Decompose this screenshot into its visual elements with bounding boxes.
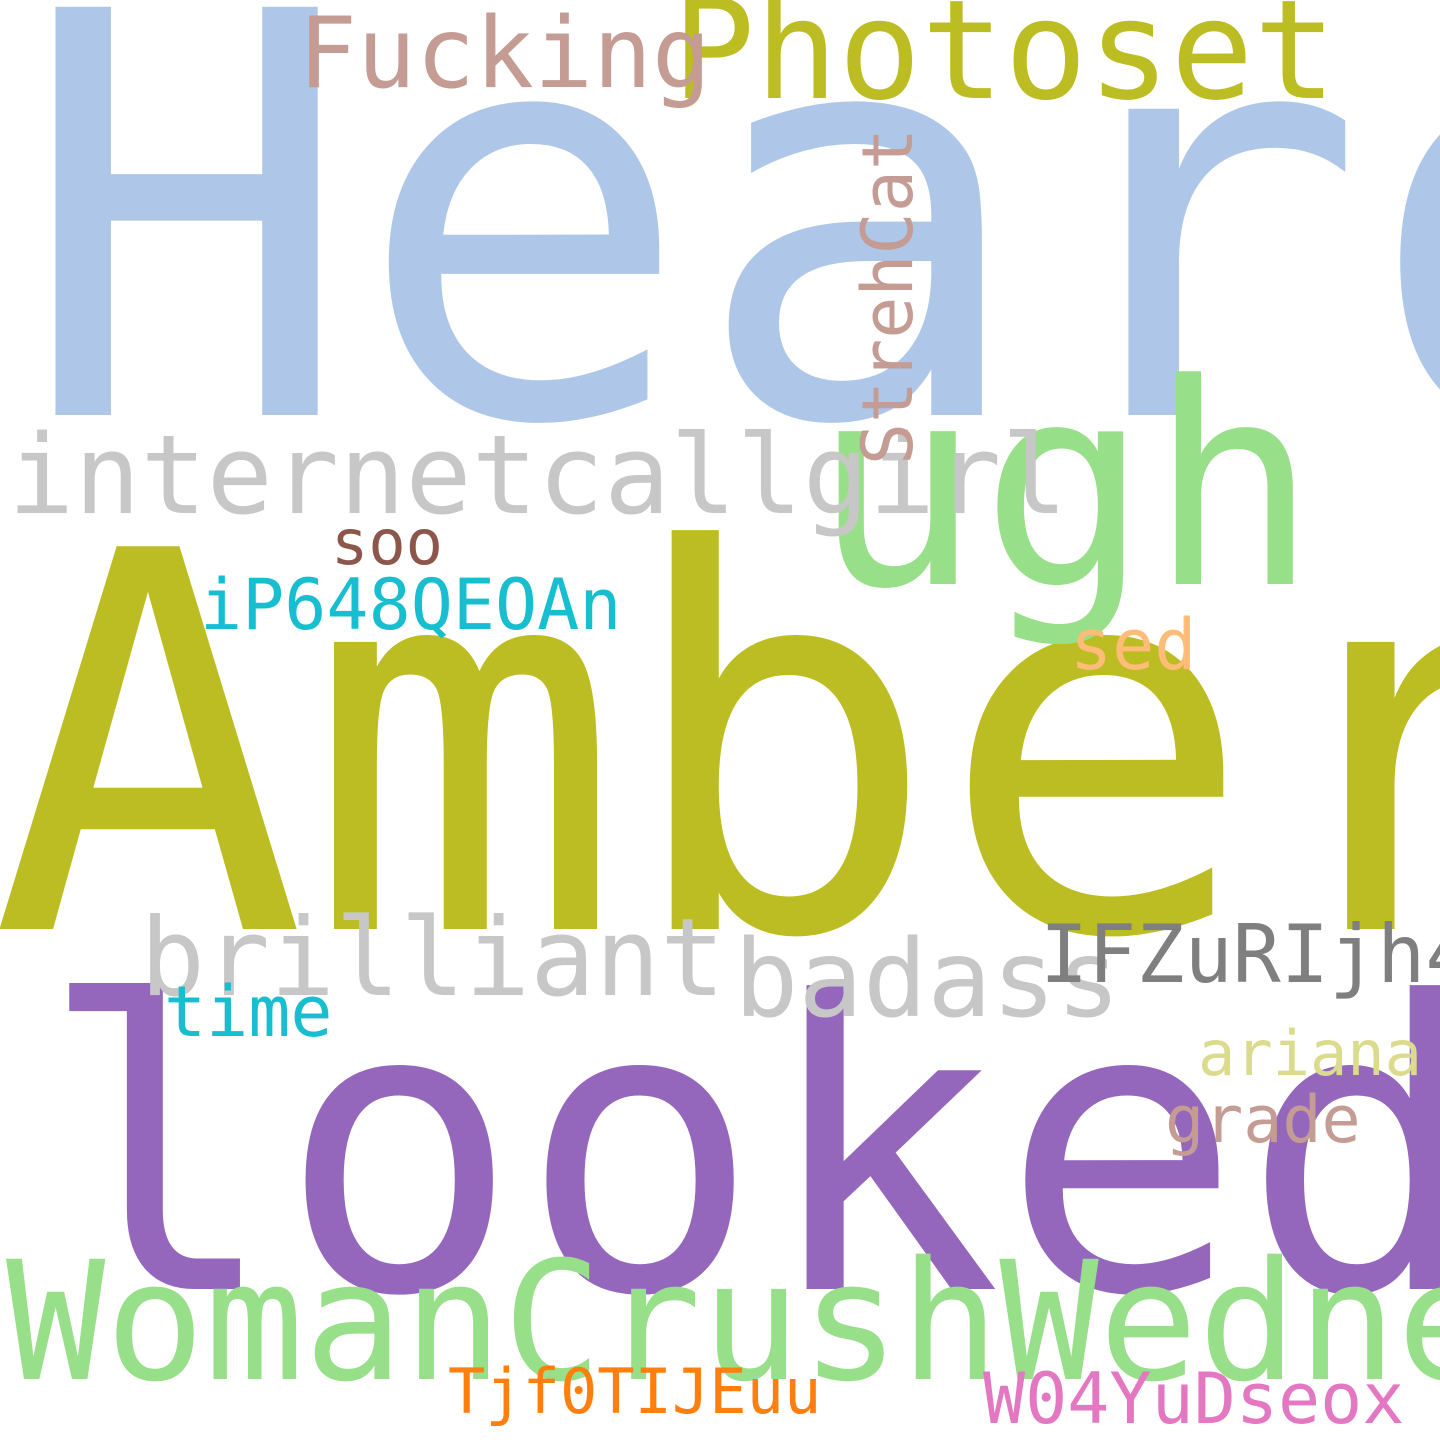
word-heard: Heard [18, 0, 1440, 548]
word-badass: badass [734, 918, 1121, 1042]
word-strehcat: StrehCat [847, 128, 929, 466]
word-fucking: Fucking [298, 0, 712, 111]
word-ifzurijh4j: IFZuRIjh4j [1040, 908, 1440, 1001]
word-womancrushwednesday: WomanCrushWednesday [6, 1226, 1440, 1418]
word-ariana: ariana [1198, 1017, 1422, 1090]
word-looked: looked [38, 919, 1440, 1384]
word-ip648qeoan: iP648QEOAn [200, 564, 622, 646]
word-internetcallgirl: internetcallgirl [8, 411, 1068, 539]
word-ugh: ugh [812, 325, 1318, 651]
word-photoset: Photoset [672, 0, 1337, 131]
word-w04yudseox: W04YuDseox [983, 1358, 1405, 1440]
word-grade: grade [1165, 1083, 1361, 1158]
word-amber: Amber [0, 442, 1440, 1053]
word-time: time [164, 971, 333, 1053]
word-tjf0tijeuu: Tjf0TIJEuu [448, 1355, 822, 1428]
word-soo: soo [331, 506, 443, 579]
word-brilliant: brilliant [140, 896, 726, 1021]
word-sed: sed [1070, 604, 1197, 686]
